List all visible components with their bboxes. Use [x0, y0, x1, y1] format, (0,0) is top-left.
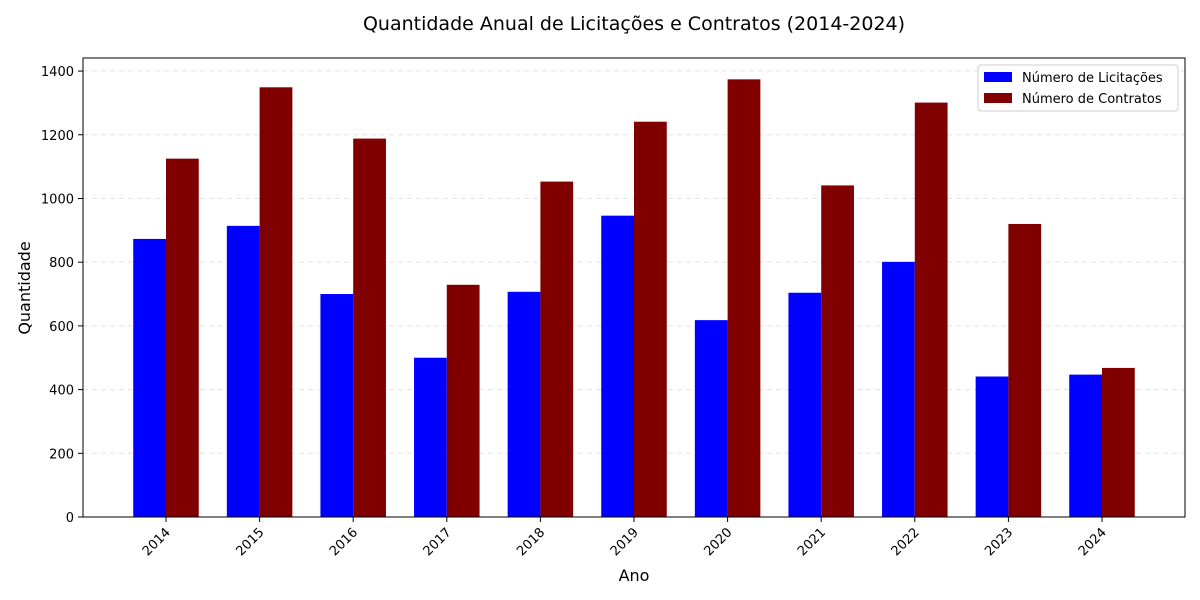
bar-contratos-2016 — [353, 138, 386, 518]
bar-contratos-2018 — [540, 181, 574, 517]
y-tick-label: 1400 — [41, 65, 74, 80]
x-tick-label: 2015 — [233, 525, 267, 559]
bar-contratos-2023 — [1008, 223, 1042, 518]
x-tick-label: 2014 — [140, 525, 174, 559]
y-axis: 0 200 400 600 800 1000 1200 1400 — [41, 65, 83, 526]
bar-contratos-2019 — [634, 121, 667, 518]
y-tick-label: 400 — [49, 384, 74, 399]
bar-licitacoes-2019 — [601, 215, 634, 517]
bars — [133, 79, 1135, 518]
bar-licitacoes-2017 — [414, 357, 447, 517]
bar-contratos-2017 — [446, 284, 480, 517]
y-tick-label: 200 — [49, 447, 74, 462]
bar-licitacoes-2020 — [694, 320, 728, 517]
bar-contratos-2014 — [166, 158, 199, 518]
x-tick-label: 2020 — [701, 525, 735, 559]
legend-swatch-contratos — [984, 93, 1012, 103]
bar-contratos-2015 — [259, 87, 293, 517]
x-tick-label: 2017 — [421, 525, 455, 559]
y-tick-label: 0 — [66, 511, 74, 526]
y-tick-label: 600 — [49, 320, 74, 335]
x-axis: 2014 2015 2016 2017 2018 2019 2020 2021 2022 2023… — [140, 517, 1110, 559]
x-tick-label: 2024 — [1076, 525, 1110, 559]
bar-contratos-2024 — [1102, 367, 1135, 517]
chart-title: Quantidade Anual de Licitações e Contrat… — [363, 13, 905, 35]
bar-licitacoes-2024 — [1069, 374, 1102, 517]
bar-contratos-2021 — [821, 185, 854, 518]
x-axis-label: Ano — [619, 566, 650, 585]
y-tick-label: 800 — [49, 256, 74, 271]
legend-label-contratos: Número de Contratos — [1022, 92, 1162, 107]
legend: Número de Licitações Número de Contratos — [977, 64, 1179, 112]
bar-licitacoes-2023 — [975, 376, 1009, 517]
bar-licitacoes-2022 — [882, 261, 915, 517]
x-tick-label: 2018 — [514, 525, 548, 559]
y-tick-label: 1200 — [41, 129, 74, 144]
x-tick-label: 2019 — [608, 525, 642, 559]
bar-licitacoes-2021 — [788, 292, 822, 517]
bar-licitacoes-2018 — [507, 291, 541, 517]
y-axis-label: Quantidade — [15, 241, 34, 334]
legend-box — [977, 64, 1179, 112]
x-tick-label: 2022 — [889, 525, 923, 559]
bar-contratos-2020 — [727, 79, 761, 517]
y-tick-label: 1000 — [41, 192, 74, 207]
bar-licitacoes-2015 — [226, 225, 260, 517]
bar-licitacoes-2016 — [320, 294, 354, 517]
bar-licitacoes-2014 — [133, 238, 166, 517]
legend-swatch-licitacoes — [984, 72, 1012, 82]
bar-contratos-2022 — [914, 102, 948, 518]
x-tick-label: 2021 — [795, 525, 829, 559]
legend-label-licitacoes: Número de Licitações — [1022, 71, 1163, 86]
x-tick-label: 2016 — [327, 525, 361, 559]
x-tick-label: 2023 — [982, 525, 1016, 559]
